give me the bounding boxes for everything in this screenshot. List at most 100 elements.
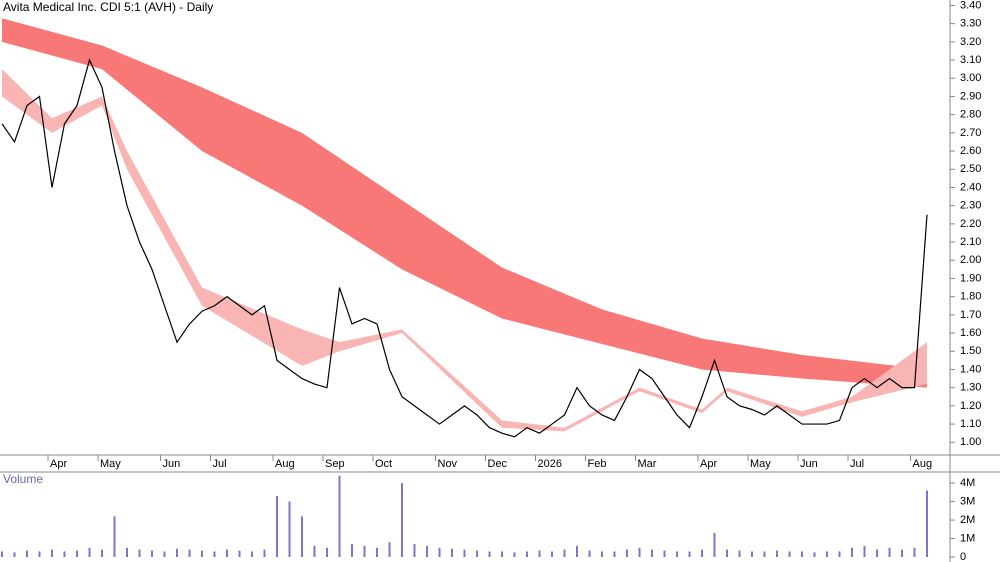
volume-bar [226, 549, 228, 557]
y-tick-label: 2.40 [960, 181, 981, 193]
volume-bar [401, 483, 403, 557]
volume-bar [213, 551, 216, 557]
volume-bar [363, 545, 366, 557]
volume-bar [751, 551, 753, 557]
y-tick-label: 3.40 [960, 0, 981, 11]
y-tick-label: 0 [960, 551, 966, 562]
y-tick-label: 1M [960, 532, 975, 544]
y-tick-label: 2.80 [960, 109, 981, 121]
price-line [1, 58, 928, 438]
volume-bar [513, 552, 516, 557]
volume-bar [476, 550, 478, 557]
volume-bar [201, 550, 203, 557]
chart-title: Avita Medical Inc. CDI 5:1 (AVH) - Daily [3, 0, 213, 14]
volume-bar [526, 551, 528, 557]
volume-bar [263, 549, 266, 557]
volume-bar [838, 551, 841, 557]
x-tick-label: Jun [163, 458, 181, 470]
volume-bar [163, 551, 166, 557]
x-tick-label: Oct [375, 458, 392, 470]
y-tick-label: 3M [960, 495, 975, 507]
y-tick-label: 4M [960, 477, 975, 489]
volume-bar [26, 550, 28, 557]
volume-bar [501, 551, 503, 557]
volume-bar [688, 551, 691, 557]
y-tick-label: 2.70 [960, 127, 981, 139]
volume-bar [438, 547, 441, 557]
y-tick-label: 2.30 [960, 200, 981, 212]
volume-bar [313, 545, 316, 557]
x-tick-label: Jul [850, 458, 864, 470]
volume-bar [251, 551, 253, 557]
band [2, 69, 927, 432]
y-tick-label: 2.60 [960, 145, 981, 157]
x-tick-label: Jun [800, 458, 818, 470]
volume-bar [663, 550, 666, 557]
x-tick-label: Mar [638, 458, 657, 470]
volume-bar [488, 551, 491, 557]
volume-bar [113, 516, 116, 557]
volume-bar [651, 549, 653, 557]
volume-bar [351, 544, 353, 557]
volume-bar [638, 547, 641, 557]
volume-bar [863, 545, 866, 557]
volume-bar [376, 547, 378, 557]
volume-bar [851, 547, 853, 557]
volume-bar [76, 550, 78, 557]
x-tick-label: Apr [700, 458, 717, 470]
volume-bar [701, 549, 703, 557]
volume-bar [151, 550, 153, 557]
volume-bar [276, 496, 278, 557]
x-tick-label: Apr [50, 458, 67, 470]
volume-bar [676, 551, 678, 557]
volume-bar [826, 551, 828, 557]
x-tick-label: Sep [325, 458, 345, 470]
volume-bar [1, 551, 3, 557]
x-tick-label: Jul [213, 458, 227, 470]
volume-title: Volume [3, 472, 43, 486]
volume-bar [563, 549, 566, 557]
y-tick-label: 2.90 [960, 90, 981, 102]
volume-bar [463, 549, 466, 557]
volume-bar [13, 552, 16, 557]
volume-bar [88, 547, 91, 557]
y-tick-label: 3.30 [960, 18, 981, 30]
volume-bar [601, 551, 603, 557]
volume-bar [326, 547, 328, 557]
volume-bar [788, 551, 791, 557]
volume-bar [776, 550, 778, 557]
y-tick-label: 3.20 [960, 36, 981, 48]
x-tick-label: Aug [913, 458, 933, 470]
y-tick-label: 2.20 [960, 218, 981, 230]
x-tick-label: May [100, 458, 121, 470]
volume-bar [713, 532, 716, 557]
x-tick-label: Aug [275, 458, 295, 470]
y-tick-label: 1.20 [960, 400, 981, 412]
volume-bar [126, 547, 128, 557]
volume-bar [613, 551, 616, 557]
y-tick-label: 1.00 [960, 436, 981, 448]
y-tick-label: 1.50 [960, 345, 981, 357]
volume-bar [38, 551, 41, 557]
volume-bar [888, 547, 891, 557]
volume-bar [63, 551, 66, 557]
volume-bar [901, 549, 903, 557]
volume-bar [176, 548, 178, 557]
y-tick-label: 1.80 [960, 291, 981, 303]
y-tick-label: 2M [960, 514, 975, 526]
volume-bar [51, 549, 53, 557]
volume-bar [801, 551, 803, 557]
y-tick-label: 1.40 [960, 363, 981, 375]
volume-bar [551, 551, 553, 557]
volume-bar [101, 549, 103, 557]
y-tick-label: 1.10 [960, 418, 981, 430]
x-tick-label: Feb [588, 458, 607, 470]
x-tick-label: 2026 [538, 458, 562, 470]
volume-bar [451, 548, 453, 557]
y-tick-label: 1.30 [960, 382, 981, 394]
y-tick-label: 3.10 [960, 54, 981, 66]
volume-bar [738, 550, 741, 557]
volume-bar [926, 490, 928, 557]
